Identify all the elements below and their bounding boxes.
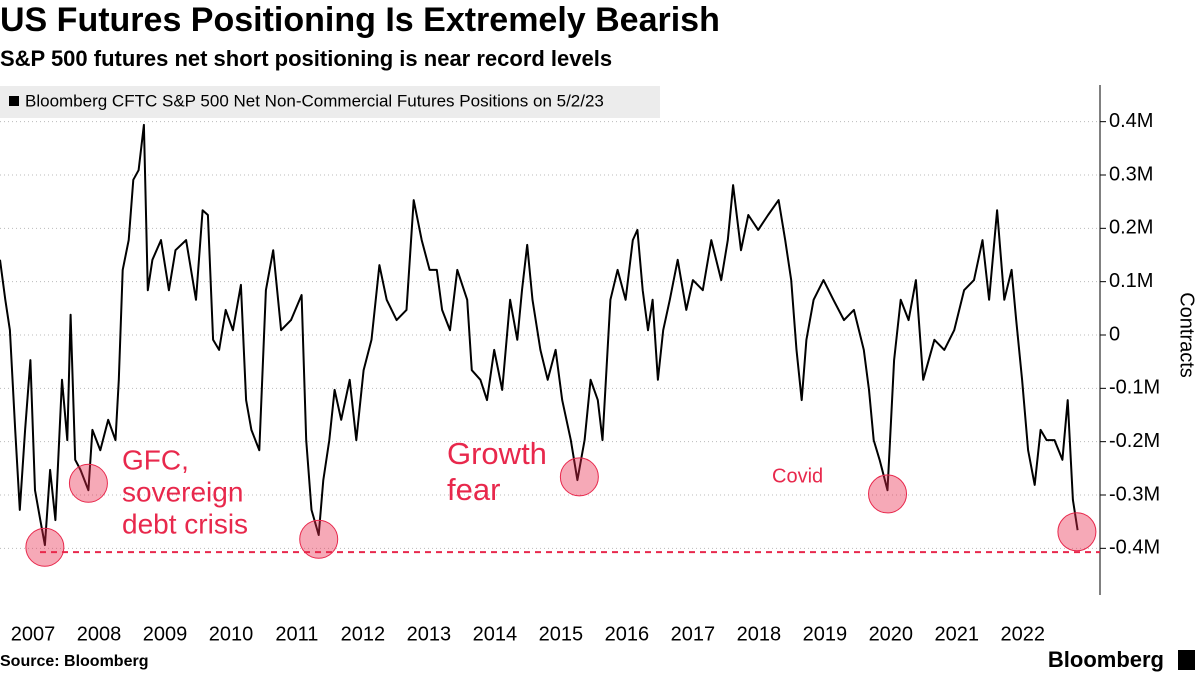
x-tick-label: 2017 [671, 623, 716, 645]
y-tick-label: 0 [1109, 323, 1120, 345]
x-tick-label: 2019 [803, 623, 848, 645]
y-tick-label: -0.3M [1109, 483, 1160, 505]
annotation: Covid [772, 465, 823, 487]
annotation: sovereign [122, 476, 243, 507]
highlight-circle [1057, 512, 1097, 552]
series-line [0, 123, 1079, 547]
x-tick-label: 2013 [407, 623, 452, 645]
brand: Bloomberg [1048, 647, 1164, 672]
x-tick-label: 2012 [341, 623, 386, 645]
x-tick-label: 2009 [143, 623, 188, 645]
x-tick-label: 2011 [275, 623, 318, 645]
chart-title: US Futures Positioning Is Extremely Bear… [0, 1, 720, 39]
y-tick-label: -0.2M [1109, 430, 1160, 452]
y-tick-label: 0.1M [1109, 270, 1153, 292]
y-axis-label: Contracts [1176, 292, 1198, 378]
y-tick-label: 0.3M [1109, 163, 1153, 185]
y-tick-label: -0.4M [1109, 537, 1160, 559]
x-tick-label: 2018 [737, 623, 782, 645]
y-tick-label: 0.4M [1109, 110, 1153, 132]
highlight-circle [68, 463, 108, 503]
x-tick-label: 2022 [1001, 623, 1046, 645]
annotation: fear [447, 472, 500, 507]
legend-label: Bloomberg CFTC S&P 500 Net Non-Commercia… [25, 91, 604, 110]
highlight-circle [559, 457, 599, 497]
chart-subtitle: S&P 500 futures net short positioning is… [0, 46, 612, 71]
highlight-circle [868, 474, 908, 514]
annotation: GFC, [122, 444, 189, 475]
highlight-circle [25, 527, 65, 567]
x-tick-label: 2008 [77, 623, 122, 645]
source: Source: Bloomberg [0, 653, 148, 670]
x-tick-label: 2015 [539, 623, 584, 645]
x-tick-label: 2007 [11, 623, 56, 645]
annotation: debt crisis [122, 508, 248, 539]
legend-box [0, 86, 660, 118]
y-tick-label: -0.1M [1109, 377, 1160, 399]
x-tick-label: 2014 [473, 623, 518, 645]
x-tick-label: 2016 [605, 623, 650, 645]
x-tick-label: 2020 [869, 623, 914, 645]
legend-swatch [9, 96, 19, 106]
y-tick-label: 0.2M [1109, 217, 1153, 239]
highlight-circle [299, 519, 339, 559]
annotation: Growth [447, 436, 547, 471]
x-tick-label: 2010 [209, 623, 254, 645]
x-tick-label: 2021 [935, 623, 980, 645]
brand-icon [1178, 650, 1195, 670]
